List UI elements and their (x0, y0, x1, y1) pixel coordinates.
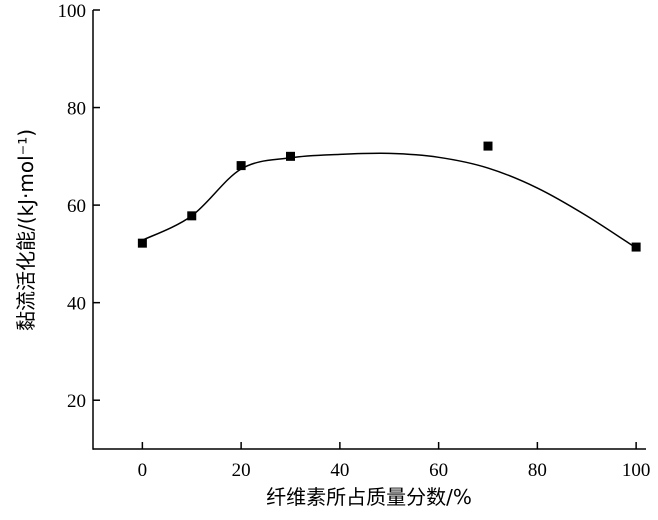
x-tick-label: 60 (429, 460, 448, 481)
x-tick-label: 40 (330, 460, 349, 481)
axes (92, 10, 646, 450)
y-tick-label: 20 (67, 391, 86, 412)
y-ticks: 20 40 60 80 100 (58, 1, 100, 412)
y-tick-label: 80 (67, 99, 86, 120)
x-ticks: 0 20 40 60 80 100 (138, 442, 651, 481)
fit-curve-layer (142, 152, 637, 249)
y-tick-label: 100 (58, 1, 87, 22)
data-point (631, 242, 641, 252)
data-point (286, 151, 295, 161)
y-tick-label: 40 (67, 294, 86, 315)
data-point (187, 211, 197, 221)
x-tick-label: 80 (528, 460, 547, 481)
x-tick-label: 100 (622, 460, 651, 481)
x-axis-label: 纤维素所占质量分数/% (266, 485, 472, 509)
data-point (236, 161, 246, 171)
data-point (483, 141, 493, 151)
y-axis-label: 黏流活化能/(kJ·mol⁻¹) (14, 129, 38, 331)
x-tick-label: 0 (138, 460, 148, 481)
y-tick-label: 60 (67, 196, 86, 217)
fit-curve (142, 152, 637, 249)
x-tick-label: 20 (232, 460, 251, 481)
data-points (137, 141, 641, 252)
data-point (137, 238, 147, 248)
